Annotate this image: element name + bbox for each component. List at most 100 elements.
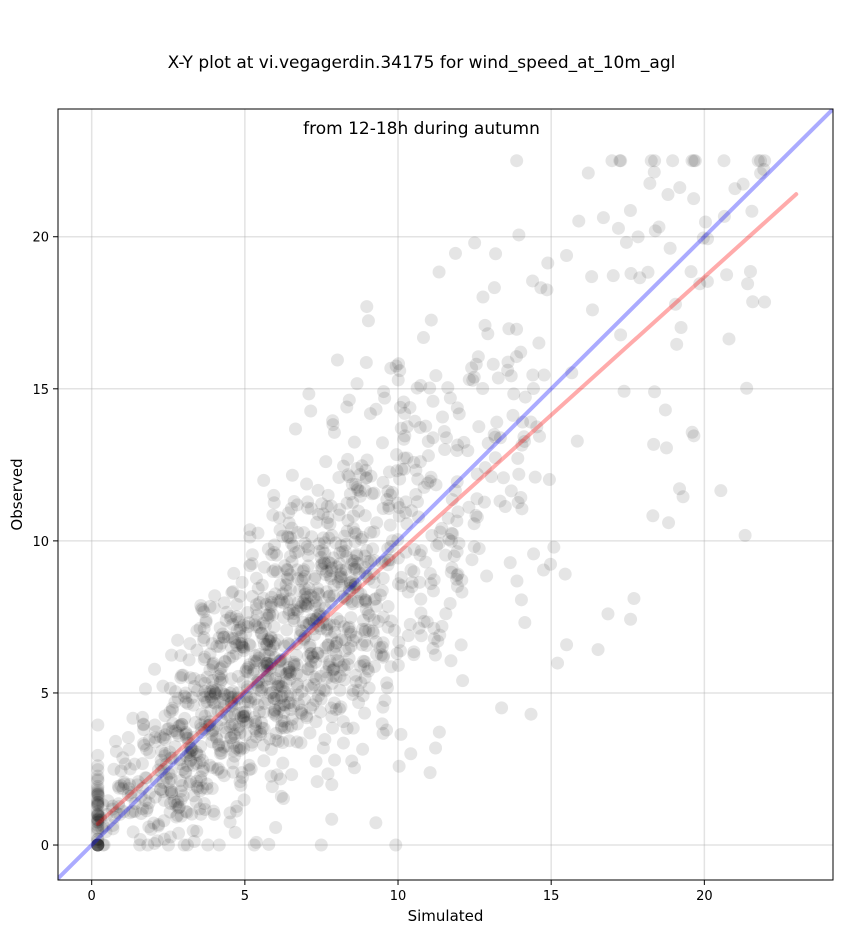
scatter-point xyxy=(241,695,255,709)
scatter-point xyxy=(646,509,660,523)
scatter-point xyxy=(252,705,266,719)
scatter-point xyxy=(303,640,317,654)
scatter-point xyxy=(148,718,162,732)
scatter-point xyxy=(581,166,595,180)
scatter-point xyxy=(316,741,330,755)
scatter-point xyxy=(226,736,240,750)
scatter-point xyxy=(659,441,673,455)
scatter-point xyxy=(293,629,307,643)
scatter-point xyxy=(421,434,435,448)
scatter-point xyxy=(301,597,315,611)
scatter-point xyxy=(298,536,312,550)
scatter-point xyxy=(391,496,405,510)
scatter-point xyxy=(156,679,170,693)
scatter-point xyxy=(224,731,238,745)
scatter-point xyxy=(91,838,105,852)
scatter-point xyxy=(206,684,220,698)
scatter-point xyxy=(128,804,142,818)
scatter-point xyxy=(197,622,211,636)
scatter-point xyxy=(311,646,325,660)
scatter-point xyxy=(197,690,211,704)
scatter-point xyxy=(109,734,123,748)
scatter-point xyxy=(226,585,240,599)
scatter-point xyxy=(261,632,275,646)
scatter-point xyxy=(666,154,680,168)
scatter-point xyxy=(321,488,335,502)
scatter-point xyxy=(196,688,210,702)
scatter-point xyxy=(503,556,517,570)
scatter-point xyxy=(197,605,211,619)
scatter-point xyxy=(334,700,348,714)
scatter-point xyxy=(174,649,188,663)
scatter-point xyxy=(318,733,332,747)
scatter-point xyxy=(358,634,372,648)
scatter-point xyxy=(308,569,322,583)
scatter-point xyxy=(124,785,138,799)
scatter-point xyxy=(272,702,286,716)
scatter-point xyxy=(290,498,304,512)
scatter-point xyxy=(438,442,452,456)
scatter-point xyxy=(369,599,383,613)
scatter-point xyxy=(354,587,368,601)
scatter-point xyxy=(91,796,105,810)
scatter-point xyxy=(273,578,287,592)
scatter-point xyxy=(205,782,219,796)
scatter-point xyxy=(257,663,271,677)
scatter-point xyxy=(338,633,352,647)
scatter-point xyxy=(260,637,274,651)
scatter-point xyxy=(226,631,240,645)
scatter-point xyxy=(245,548,259,562)
scatter-point xyxy=(309,672,323,686)
scatter-point xyxy=(257,473,271,487)
scatter-point xyxy=(228,718,242,732)
scatter-point xyxy=(251,698,265,712)
x-tick-label: 20 xyxy=(696,889,713,904)
scatter-point xyxy=(467,517,481,531)
scatter-point xyxy=(283,568,297,582)
scatter-point xyxy=(91,838,105,852)
scatter-point xyxy=(283,531,297,545)
scatter-point xyxy=(337,663,351,677)
scatter-point xyxy=(359,471,373,485)
scatter-point xyxy=(91,772,105,786)
scatter-point xyxy=(728,182,742,196)
scatter-point xyxy=(393,364,407,378)
scatter-point xyxy=(112,797,126,811)
scatter-point xyxy=(233,726,247,740)
scatter-point xyxy=(504,369,518,383)
scatter-point xyxy=(171,801,185,815)
scatter-point xyxy=(270,548,284,562)
scatter-point xyxy=(426,641,440,655)
scatter-point xyxy=(262,837,276,851)
scatter-point xyxy=(467,370,481,384)
scatter-point xyxy=(633,271,647,285)
scatter-point xyxy=(304,502,318,516)
scatter-point xyxy=(414,544,428,558)
scatter-point xyxy=(273,699,287,713)
scatter-point xyxy=(661,188,675,202)
scatter-point xyxy=(367,525,381,539)
scatter-point xyxy=(291,572,305,586)
scatter-point xyxy=(254,684,268,698)
scatter-point xyxy=(345,477,359,491)
scatter-point xyxy=(91,785,105,799)
scatter-point xyxy=(289,648,303,662)
scatter-point xyxy=(399,545,413,559)
scatter-point xyxy=(165,701,179,715)
scatter-point xyxy=(510,322,524,336)
scatter-point xyxy=(244,738,258,752)
scatter-point xyxy=(275,689,289,703)
scatter-point xyxy=(643,176,657,190)
scatter-point xyxy=(130,778,144,792)
scatter-point xyxy=(266,639,280,653)
scatter-point xyxy=(306,622,320,636)
scatter-point xyxy=(325,721,339,735)
scatter-point xyxy=(91,838,105,852)
scatter-point xyxy=(316,543,330,557)
scatter-point xyxy=(534,281,548,295)
scatter-point xyxy=(512,467,526,481)
scatter-point xyxy=(160,722,174,736)
scatter-point xyxy=(345,557,359,571)
scatter-point xyxy=(239,626,253,640)
scatter-point xyxy=(172,729,186,743)
